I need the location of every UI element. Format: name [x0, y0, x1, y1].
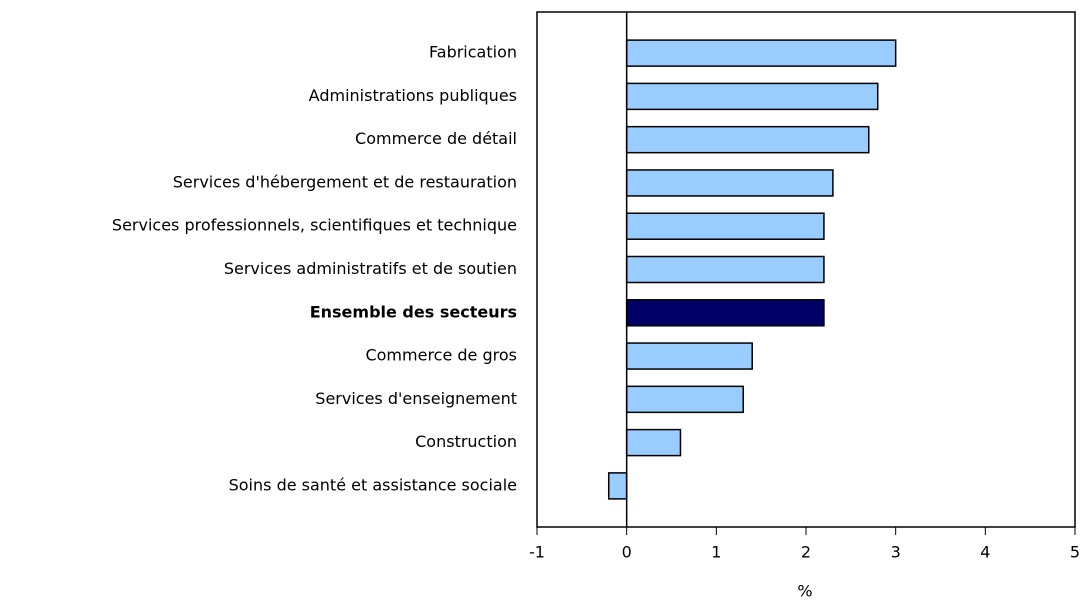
bar [625, 342, 753, 370]
x-tick-label: -1 [529, 543, 545, 562]
bar [625, 299, 825, 327]
y-tick-label: Services d'enseignement [315, 389, 517, 408]
bar [625, 255, 825, 284]
y-tick-label: Commerce de gros [365, 346, 517, 365]
bar [625, 125, 870, 154]
y-tick-label: Administrations publiques [309, 86, 517, 105]
bar [625, 39, 897, 67]
y-tick-label: Services professionnels, scientifiques e… [112, 216, 517, 235]
x-tick-label: 3 [891, 543, 901, 562]
plot-frame [536, 11, 1076, 528]
bar [625, 82, 879, 111]
x-tick-label: 0 [622, 543, 632, 562]
bar [625, 169, 834, 197]
bar [607, 472, 628, 500]
x-tick-label: 5 [1070, 543, 1080, 562]
x-axis-label: % [797, 582, 812, 601]
y-tick-label: Construction [415, 432, 517, 451]
x-tick-label: 1 [711, 543, 721, 562]
bar [625, 385, 744, 414]
y-tick-label: Fabrication [429, 43, 517, 62]
bar [625, 428, 682, 457]
y-tick-label: Services administratifs et de soutien [224, 259, 517, 278]
x-tick-label: 2 [801, 543, 811, 562]
y-tick-label: Services d'hébergement et de restauratio… [173, 172, 517, 191]
y-tick-label: Soins de santé et assistance sociale [229, 475, 517, 494]
y-tick-label: Commerce de détail [355, 129, 517, 148]
y-tick-label: Ensemble des secteurs [310, 302, 517, 321]
bar [625, 212, 825, 240]
x-tick-label: 4 [980, 543, 990, 562]
